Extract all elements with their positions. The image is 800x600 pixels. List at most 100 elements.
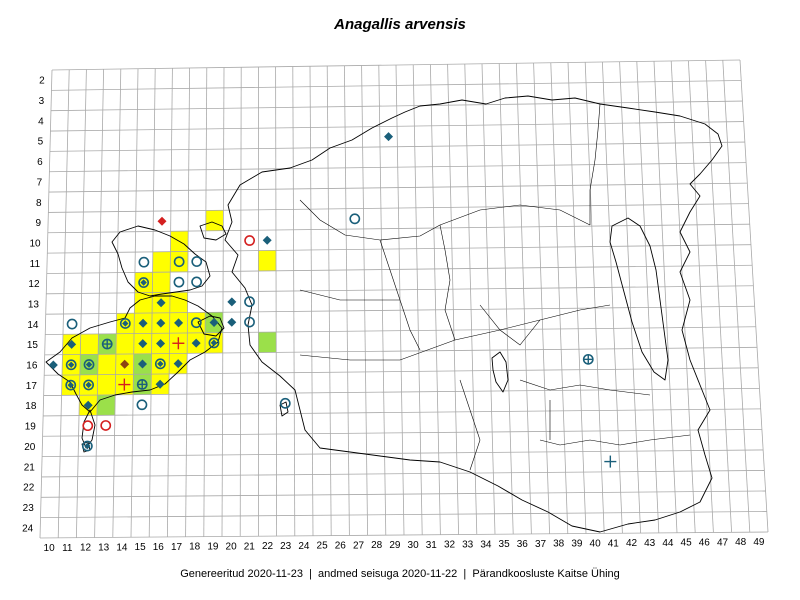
- marker-circle-diamond: [65, 379, 77, 391]
- grid-line-vertical: [292, 66, 296, 536]
- county-border: [439, 204, 591, 226]
- grid-line-horizontal: [43, 408, 761, 417]
- marker-diamond: [138, 359, 148, 369]
- marker-circle-plus: [136, 378, 148, 390]
- grid-line-vertical: [130, 68, 139, 538]
- grid-line-vertical: [185, 67, 190, 537]
- column-label: 32: [444, 540, 456, 551]
- column-label: 31: [426, 540, 438, 551]
- grid-line-vertical: [550, 62, 569, 534]
- grid-line-vertical: [430, 64, 441, 535]
- column-label: 35: [499, 539, 511, 550]
- marker-circle: [279, 397, 291, 409]
- marker-circle-diamond: [81, 440, 93, 452]
- grid-line-vertical: [447, 64, 459, 535]
- marker-plus: [172, 337, 185, 350]
- marker-circle-diamond: [138, 277, 150, 288]
- lake-peipus: [609, 217, 669, 381]
- row-label: 16: [26, 361, 38, 372]
- grid-line-vertical: [722, 60, 751, 533]
- county-borders-layer: [299, 103, 691, 471]
- row-label: 22: [23, 483, 35, 494]
- marker-circle: [138, 256, 150, 268]
- grid-line-horizontal: [43, 387, 760, 396]
- grid-line-vertical: [57, 69, 70, 538]
- grid-line-vertical: [584, 62, 605, 534]
- grid-line-horizontal: [41, 470, 765, 478]
- column-label: 21: [244, 541, 256, 552]
- grid-line-horizontal: [42, 449, 764, 458]
- column-label: 16: [153, 542, 165, 553]
- footer-data-state: andmed seisuga 2020-11-22: [318, 568, 458, 580]
- county-border: [589, 103, 601, 225]
- marker-circle: [136, 399, 148, 411]
- grid-line-horizontal: [45, 326, 756, 335]
- filled-cell-yellow: [169, 292, 188, 313]
- grid-line-vertical: [239, 67, 242, 537]
- grid-line-vertical: [481, 63, 496, 535]
- marker-diamond: [48, 360, 58, 370]
- filled-cell-yellow: [152, 251, 171, 273]
- row-label: 24: [22, 523, 34, 534]
- county-border: [299, 304, 611, 361]
- marker-diamond: [138, 339, 148, 349]
- column-label: 26: [335, 541, 347, 552]
- row-label: 15: [27, 340, 39, 351]
- grid-line-vertical: [653, 61, 678, 533]
- county-border: [439, 224, 456, 341]
- grid-line-horizontal: [50, 100, 743, 112]
- marker-plus: [118, 378, 131, 391]
- column-label: 27: [353, 540, 365, 551]
- column-label: 13: [98, 542, 110, 553]
- marker-diamond: [262, 235, 272, 245]
- grid-line-horizontal: [41, 490, 766, 498]
- column-label: 20: [226, 541, 238, 552]
- grid-line-horizontal: [49, 162, 747, 173]
- column-label: 39: [571, 539, 583, 550]
- column-label: 11: [62, 543, 73, 554]
- marker-plus: [604, 455, 617, 468]
- grid-line-vertical: [498, 63, 514, 535]
- column-label: 40: [590, 538, 602, 549]
- row-label: 7: [37, 177, 43, 188]
- row-label: 19: [25, 422, 37, 433]
- county-border: [299, 199, 441, 241]
- marker-circle: [244, 316, 255, 328]
- grid-line-vertical: [203, 67, 208, 537]
- grid-line-horizontal: [44, 367, 759, 376]
- grid-line-vertical: [309, 66, 314, 536]
- grid-line-vertical: [412, 64, 423, 535]
- column-label: 33: [462, 539, 474, 550]
- row-label: 23: [23, 503, 35, 514]
- row-label: 14: [27, 320, 39, 331]
- muhu-island: [197, 315, 225, 337]
- filled-cell-yellow: [205, 210, 224, 231]
- grid-line-vertical: [94, 69, 104, 538]
- grid-line-vertical: [705, 60, 732, 533]
- column-label: 44: [662, 538, 674, 549]
- column-label: 17: [171, 542, 183, 553]
- marker-diamond: [156, 338, 166, 348]
- column-label: 28: [371, 540, 383, 551]
- county-border: [519, 379, 651, 396]
- grid-line-horizontal: [46, 285, 754, 295]
- marker-diamond: [156, 298, 166, 308]
- marker-diamond: [67, 339, 77, 349]
- filled-cell-yellow: [97, 354, 116, 375]
- filled-cell-yellow: [152, 272, 171, 293]
- row-label: 18: [25, 401, 37, 412]
- grid-line-vertical: [148, 68, 156, 538]
- grid-line-horizontal: [42, 428, 762, 437]
- row-label: 21: [24, 462, 36, 473]
- column-label: 18: [189, 542, 201, 553]
- grid-line-vertical: [567, 62, 587, 534]
- grid-line-horizontal: [51, 59, 741, 71]
- filled-cell-green: [96, 394, 116, 416]
- filled-cell-yellow: [80, 333, 99, 355]
- grid-line-horizontal: [49, 141, 745, 152]
- marker-circle-diamond: [83, 379, 94, 391]
- marker-circle-diamond: [119, 318, 131, 329]
- marker-circle: [173, 256, 185, 268]
- marker-circle: [173, 276, 185, 288]
